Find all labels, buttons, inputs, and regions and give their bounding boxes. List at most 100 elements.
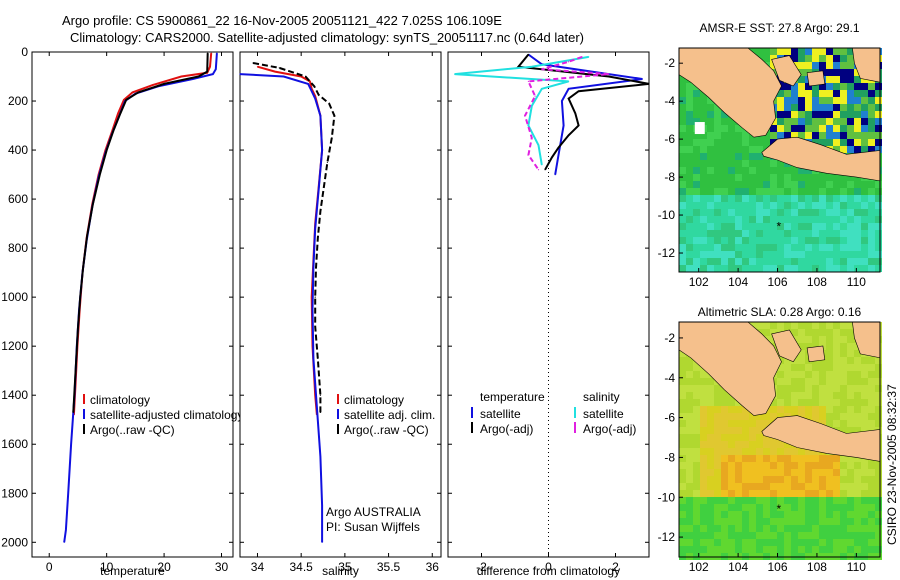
map-cell: [686, 476, 693, 483]
map-cell: [840, 48, 847, 55]
map-cell: [721, 399, 728, 406]
map-cell: [707, 139, 714, 146]
map-cell: [854, 476, 861, 483]
map-cell: [798, 90, 805, 97]
map-cell: [812, 483, 819, 490]
map-cell: [728, 539, 735, 546]
map-cell: [875, 181, 882, 188]
map-cell: [777, 399, 784, 406]
map-cell: [854, 223, 861, 230]
map-cell: [875, 483, 882, 490]
y-tick-label: -12: [658, 246, 676, 260]
map-cell: [812, 125, 819, 132]
map-cell: [735, 153, 742, 160]
map-cell: [784, 441, 791, 448]
map-cell: [770, 181, 777, 188]
map-cell: [847, 518, 854, 525]
map-cell: [805, 329, 812, 336]
map-cell: [686, 518, 693, 525]
map-cell: [714, 237, 721, 244]
map-cell: [819, 237, 826, 244]
data-point: [63, 541, 65, 543]
map-cell: [854, 132, 861, 139]
map-cell: [749, 462, 756, 469]
x-tick-label: 34.5: [289, 560, 313, 574]
map-cell: [686, 448, 693, 455]
map-cell: [826, 216, 833, 223]
map-cell: [749, 469, 756, 476]
map-cell: [679, 448, 686, 455]
data-point: [454, 73, 456, 75]
map-cell: [749, 146, 756, 153]
map-cell: [749, 483, 756, 490]
map-cell: [826, 132, 833, 139]
map-cell: [833, 223, 840, 230]
data-point: [541, 68, 543, 70]
map-cell: [693, 258, 700, 265]
map-cell: [686, 413, 693, 420]
map-cell: [819, 244, 826, 251]
map-cell: [805, 532, 812, 539]
map-cell: [805, 504, 812, 511]
map-cell: [714, 258, 721, 265]
map-cell: [833, 336, 840, 343]
map-cell: [826, 511, 833, 518]
map-cell: [777, 378, 784, 385]
map-cell: [791, 216, 798, 223]
map-cell: [875, 104, 882, 111]
map-cell: [686, 160, 693, 167]
map-cell: [847, 420, 854, 427]
map-cell: [812, 371, 819, 378]
map-cell: [854, 209, 861, 216]
map-cell: [798, 132, 805, 139]
map-cell: [798, 69, 805, 76]
map-cell: [847, 104, 854, 111]
map-cell: [770, 55, 777, 62]
map-cell: [749, 195, 756, 202]
data-point: [331, 137, 333, 139]
plot-frame: [239, 51, 442, 558]
map-cell: [756, 455, 763, 462]
map-cell: [798, 55, 805, 62]
data-point: [99, 174, 101, 176]
map-cell: [854, 455, 861, 462]
map-cell: [840, 371, 847, 378]
map-cell: [805, 511, 812, 518]
map-cell: [784, 216, 791, 223]
map-cell: [840, 62, 847, 69]
map-cell: [798, 118, 805, 125]
map-cell: [833, 146, 840, 153]
map-cell: [707, 504, 714, 511]
map-cell: [791, 181, 798, 188]
map-cell: [819, 357, 826, 364]
map-cell: [791, 90, 798, 97]
map-cell: [875, 385, 882, 392]
map-cell: [777, 209, 784, 216]
map-cell: [728, 146, 735, 153]
map-cell: [777, 490, 784, 497]
map-cell: [763, 329, 770, 336]
map-cell: [707, 441, 714, 448]
map-cell: [868, 195, 875, 202]
map-cell: [728, 118, 735, 125]
map-cell: [861, 525, 868, 532]
map-cell: [770, 441, 777, 448]
map-cell: [854, 97, 861, 104]
map-cell: [854, 188, 861, 195]
map-cell: [798, 476, 805, 483]
map-cell: [735, 518, 742, 525]
map-cell: [812, 343, 819, 350]
map-cell: [840, 399, 847, 406]
map-cell: [819, 111, 826, 118]
map-cell: [742, 174, 749, 181]
map-cell: [840, 69, 847, 76]
map-cell: [798, 455, 805, 462]
map-cell: [686, 97, 693, 104]
map-cell: [686, 244, 693, 251]
map-cell: [819, 62, 826, 69]
map-cell: [679, 244, 686, 251]
map-cell: [840, 483, 847, 490]
map-cell: [721, 132, 728, 139]
map-cell: [805, 378, 812, 385]
map-cell: [686, 441, 693, 448]
